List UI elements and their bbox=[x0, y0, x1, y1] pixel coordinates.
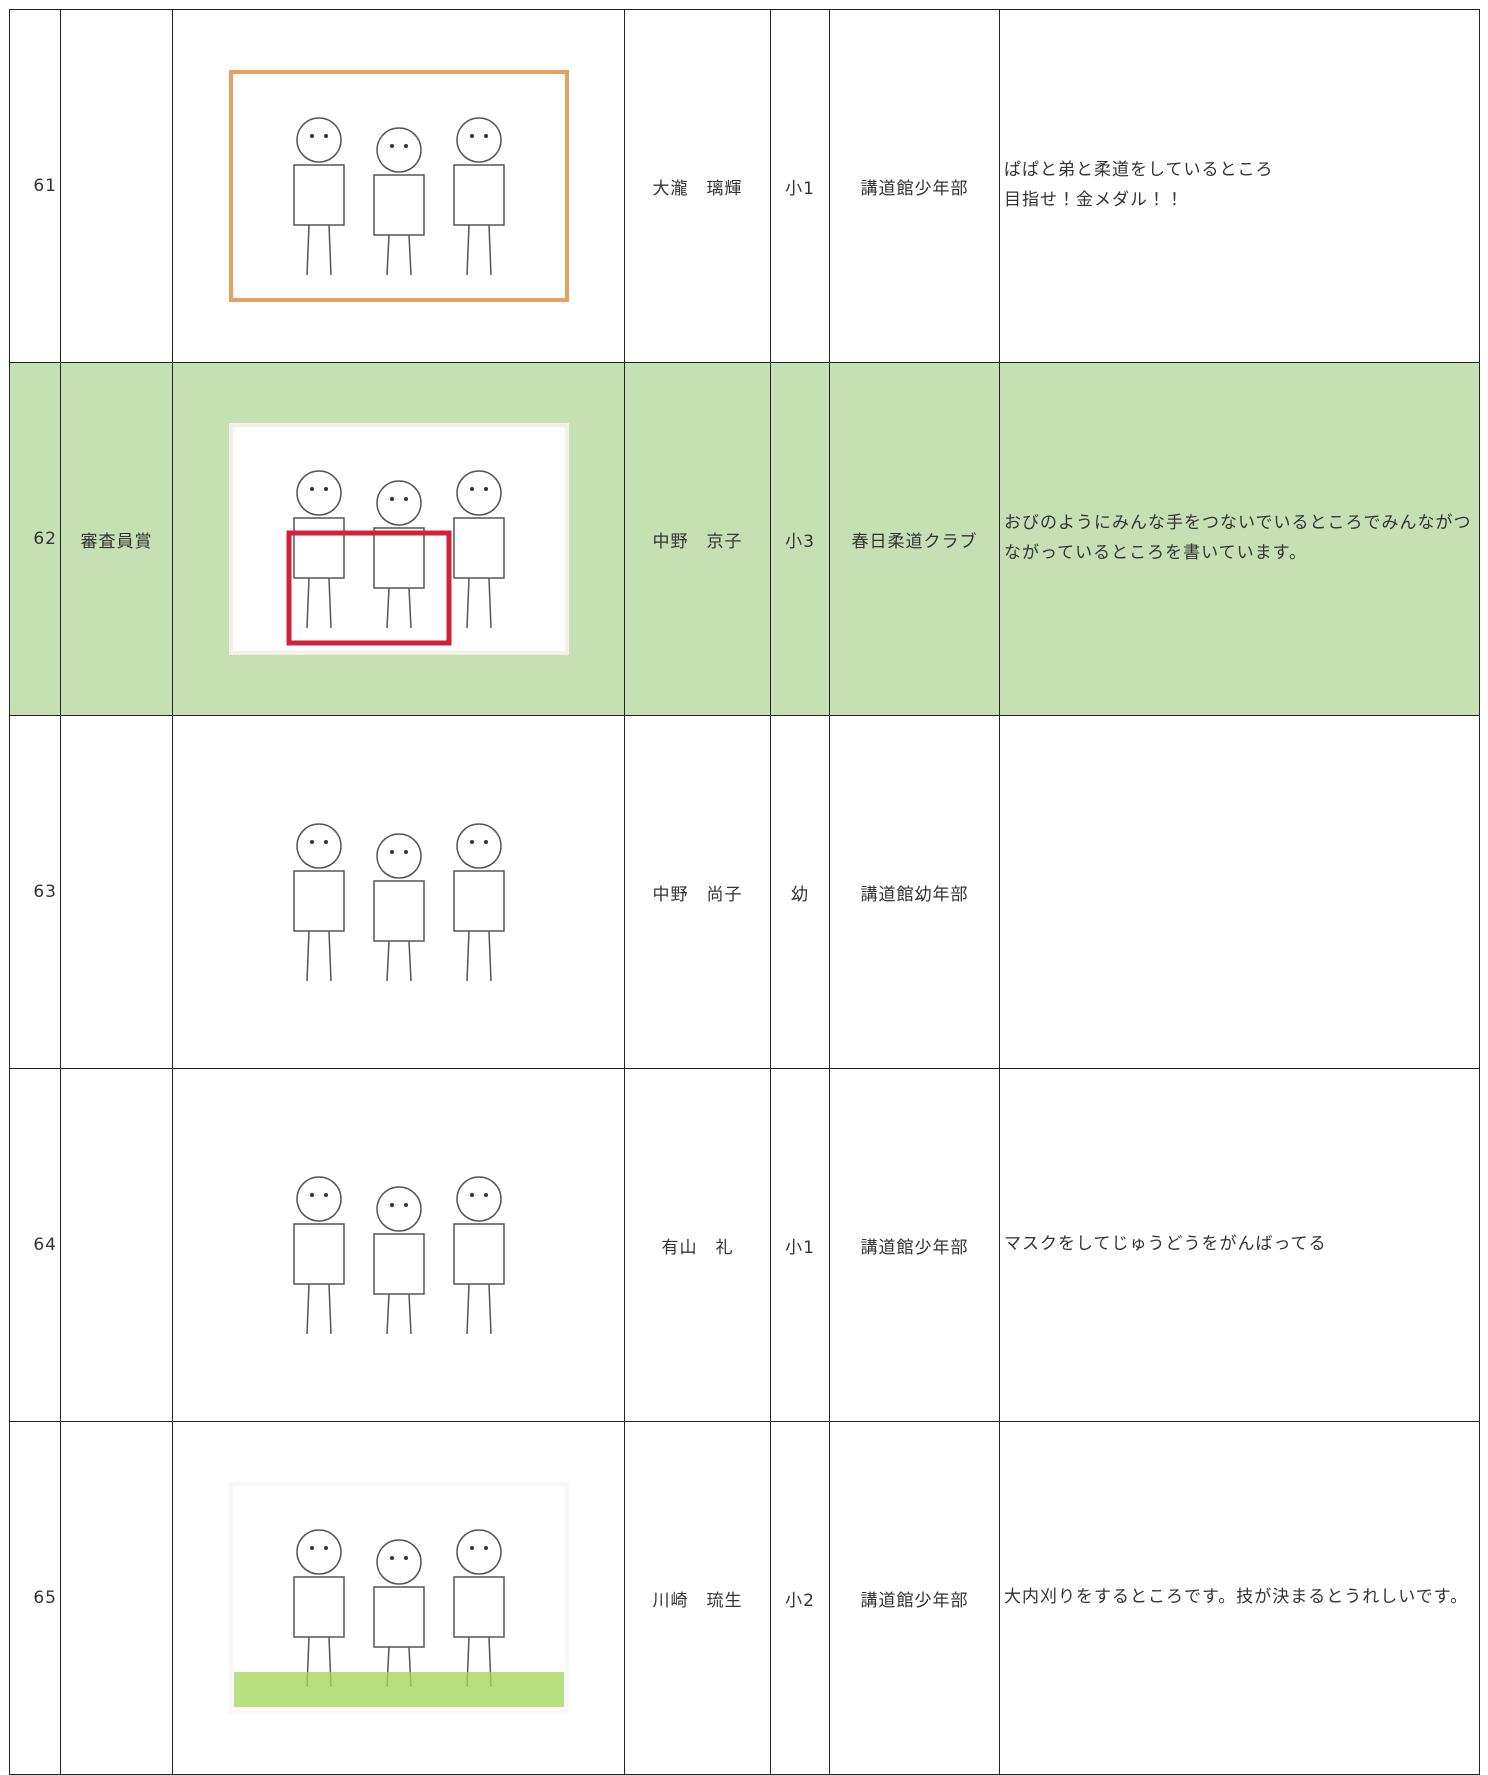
entrant-name: 川崎 琉生 bbox=[624, 1421, 771, 1775]
entry-row: 65 川崎 琉生 小2 講道館少年部 大内刈りをするところです。技が決まるとうれしいです… bbox=[9, 1421, 1480, 1775]
comment: マスクをしてじゅうどうをがんばってる bbox=[999, 1068, 1480, 1422]
award bbox=[60, 715, 173, 1069]
picture-cell bbox=[172, 1421, 625, 1775]
grade: 幼 bbox=[770, 715, 830, 1069]
entrant-name: 中野 京子 bbox=[624, 362, 771, 716]
picture-cell bbox=[172, 9, 625, 363]
entry-row: 61 大瀧 璃輝 小1 講道館少年部 ぱぱと弟と柔道をしているところ 目指せ！金メダル！… bbox=[9, 9, 1480, 363]
comment: おびのようにみんな手をつないでいるところでみんながつながっているところを書いてい… bbox=[999, 362, 1480, 716]
entrant-name: 有山 礼 bbox=[624, 1068, 771, 1422]
club: 講道館幼年部 bbox=[829, 715, 1000, 1069]
drawing bbox=[228, 776, 569, 1008]
comment: 大内刈りをするところです。技が決まるとうれしいです。 bbox=[999, 1421, 1480, 1775]
drawing bbox=[228, 70, 569, 302]
entry-row: 63 中野 尚子幼講道館幼年部 bbox=[9, 715, 1480, 1069]
club: 講道館少年部 bbox=[829, 1421, 1000, 1775]
award bbox=[60, 1068, 173, 1422]
entry-row: 64 有山 礼小1 講道館少年部 マスクをしてじゅうどうをがんばってる bbox=[9, 1068, 1480, 1422]
award: 審査員賞 bbox=[60, 362, 173, 716]
club: 春日柔道クラブ bbox=[829, 362, 1000, 716]
award bbox=[60, 9, 173, 363]
drawing bbox=[228, 1129, 569, 1361]
grade: 小1 bbox=[770, 9, 830, 363]
drawing bbox=[228, 1482, 569, 1714]
grade: 小1 bbox=[770, 1068, 830, 1422]
entrant-name: 中野 尚子 bbox=[624, 715, 771, 1069]
entry-number: 64 bbox=[9, 1068, 61, 1422]
club: 講道館少年部 bbox=[829, 1068, 1000, 1422]
picture-cell bbox=[172, 1068, 625, 1422]
picture-cell bbox=[172, 715, 625, 1069]
grade: 小3 bbox=[770, 362, 830, 716]
drawing bbox=[228, 423, 569, 655]
comment bbox=[999, 715, 1480, 1069]
award bbox=[60, 1421, 173, 1775]
entrant-name: 大瀧 璃輝 bbox=[624, 9, 771, 363]
entry-row: 62 審査員賞 中野 京子 小3 春日柔道クラブ おびのようにみんな手をつないでいるところ… bbox=[9, 362, 1480, 716]
club: 講道館少年部 bbox=[829, 9, 1000, 363]
entry-number: 62 bbox=[9, 362, 61, 716]
picture-cell bbox=[172, 362, 625, 716]
entry-number: 61 bbox=[9, 9, 61, 363]
grade: 小2 bbox=[770, 1421, 830, 1775]
entry-number: 63 bbox=[9, 715, 61, 1069]
comment: ぱぱと弟と柔道をしているところ 目指せ！金メダル！！ bbox=[999, 9, 1480, 363]
entry-number: 65 bbox=[9, 1421, 61, 1775]
entries-table: 61 大瀧 璃輝 小1 講道館少年部 ぱぱと弟と柔道をしているところ 目指せ！金メダル！… bbox=[9, 9, 1480, 1775]
